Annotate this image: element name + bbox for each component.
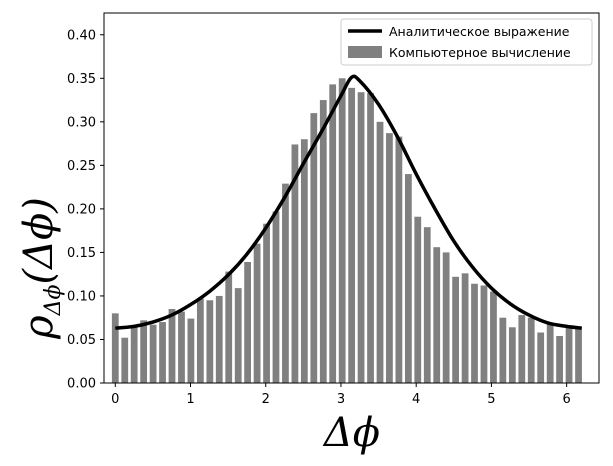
y-tick-label: 0.15 <box>67 246 96 261</box>
histogram-bar <box>310 113 318 384</box>
histogram-bar <box>433 247 441 383</box>
y-tick-label: 0.40 <box>67 28 96 43</box>
y-tick-label: 0.00 <box>67 377 96 392</box>
y-tick-label: 0.30 <box>67 115 96 130</box>
legend-box <box>340 18 593 66</box>
y-ticks: 0.00 0.05 0.10 0.15 0.20 0.25 0.30 0.35 0.40 <box>67 28 104 392</box>
histogram-bar <box>300 139 308 383</box>
histogram-bar <box>234 288 242 383</box>
y-axis-label: ρΔϕ(Δϕ) <box>16 197 66 340</box>
histogram-bar <box>159 322 166 383</box>
histogram-bar <box>196 298 204 383</box>
histogram-bar <box>546 322 554 383</box>
x-tick-label: 6 <box>563 392 571 407</box>
y-tick-label: 0.05 <box>67 333 96 348</box>
x-tick-label: 4 <box>412 392 420 407</box>
histogram-bar <box>527 317 535 383</box>
histogram-bar <box>272 211 280 383</box>
histogram-bar <box>480 285 488 383</box>
x-tick-label: 3 <box>337 392 345 407</box>
histogram-bar <box>490 291 497 383</box>
histogram-bar <box>244 261 251 383</box>
analytic-curve <box>115 74 582 330</box>
curve-layer <box>115 74 582 330</box>
y-tick-label: 0.20 <box>67 202 96 217</box>
histogram-bar <box>319 100 327 383</box>
y-tick-label: 0.10 <box>67 289 96 304</box>
histogram-bar <box>178 311 185 383</box>
histogram-bar <box>471 283 478 383</box>
histogram-bar <box>518 315 526 383</box>
y-axis-label-main: ρ <box>16 315 62 340</box>
legend-label-computed: Компьютерное вычисление <box>389 45 571 60</box>
histogram-bar <box>338 78 346 383</box>
histogram-bar <box>376 121 384 383</box>
histogram-bar <box>140 320 148 383</box>
histogram-bar <box>168 309 176 383</box>
histogram-bar <box>395 136 403 383</box>
x-tick-label: 2 <box>262 392 270 407</box>
y-axis-label-argument: (Δϕ) <box>16 197 62 284</box>
histogram-bar <box>556 335 563 383</box>
histogram-bar <box>575 327 582 383</box>
histogram-bar <box>452 276 459 383</box>
y-axis-label-subscript: Δϕ <box>41 284 66 316</box>
histogram-bar <box>461 273 469 383</box>
histogram-bar <box>225 271 233 383</box>
histogram-bar <box>537 332 545 383</box>
histogram-bar <box>187 318 195 383</box>
y-tick-label: 0.35 <box>67 72 96 87</box>
histogram-bar <box>291 144 299 383</box>
histogram-bar <box>282 183 289 383</box>
legend-bar-swatch <box>348 46 382 58</box>
histogram-bar <box>263 223 270 383</box>
histogram-bar <box>121 337 129 383</box>
x-ticks: 0 1 2 3 4 5 6 <box>111 383 571 407</box>
x-axis-label: Δϕ <box>322 410 380 456</box>
y-tick-label: 0.25 <box>67 159 96 174</box>
x-tick-label: 1 <box>186 392 194 407</box>
histogram-bar <box>499 317 507 383</box>
histogram-bar <box>386 133 393 383</box>
bars-layer <box>111 78 582 384</box>
histogram-bar <box>111 313 119 383</box>
histogram-bar <box>423 227 431 383</box>
histogram-bar <box>348 87 356 384</box>
x-tick-label: 0 <box>111 392 119 407</box>
histogram-bar <box>215 295 223 383</box>
histogram-bar <box>404 174 412 383</box>
histogram-bar <box>357 92 365 383</box>
histogram-bar <box>367 93 374 383</box>
histogram-bar <box>442 252 450 383</box>
legend-label-analytic: Аналитическое выражение <box>389 24 570 39</box>
plot-frame <box>103 12 600 384</box>
x-tick-label: 5 <box>487 392 495 407</box>
histogram-bar <box>206 300 214 383</box>
histogram-bar <box>329 84 337 383</box>
histogram-bar <box>130 326 138 383</box>
legend: Аналитическое выражение Компьютерное выч… <box>340 18 593 66</box>
histogram-bar <box>149 324 157 383</box>
axes-layer <box>103 12 600 384</box>
svg-text:ρΔϕ(Δϕ): ρΔϕ(Δϕ) <box>16 197 66 340</box>
histogram-bar <box>508 327 516 383</box>
histogram-bar <box>565 327 573 383</box>
histogram-bar <box>253 243 261 383</box>
histogram-bar <box>414 216 422 383</box>
